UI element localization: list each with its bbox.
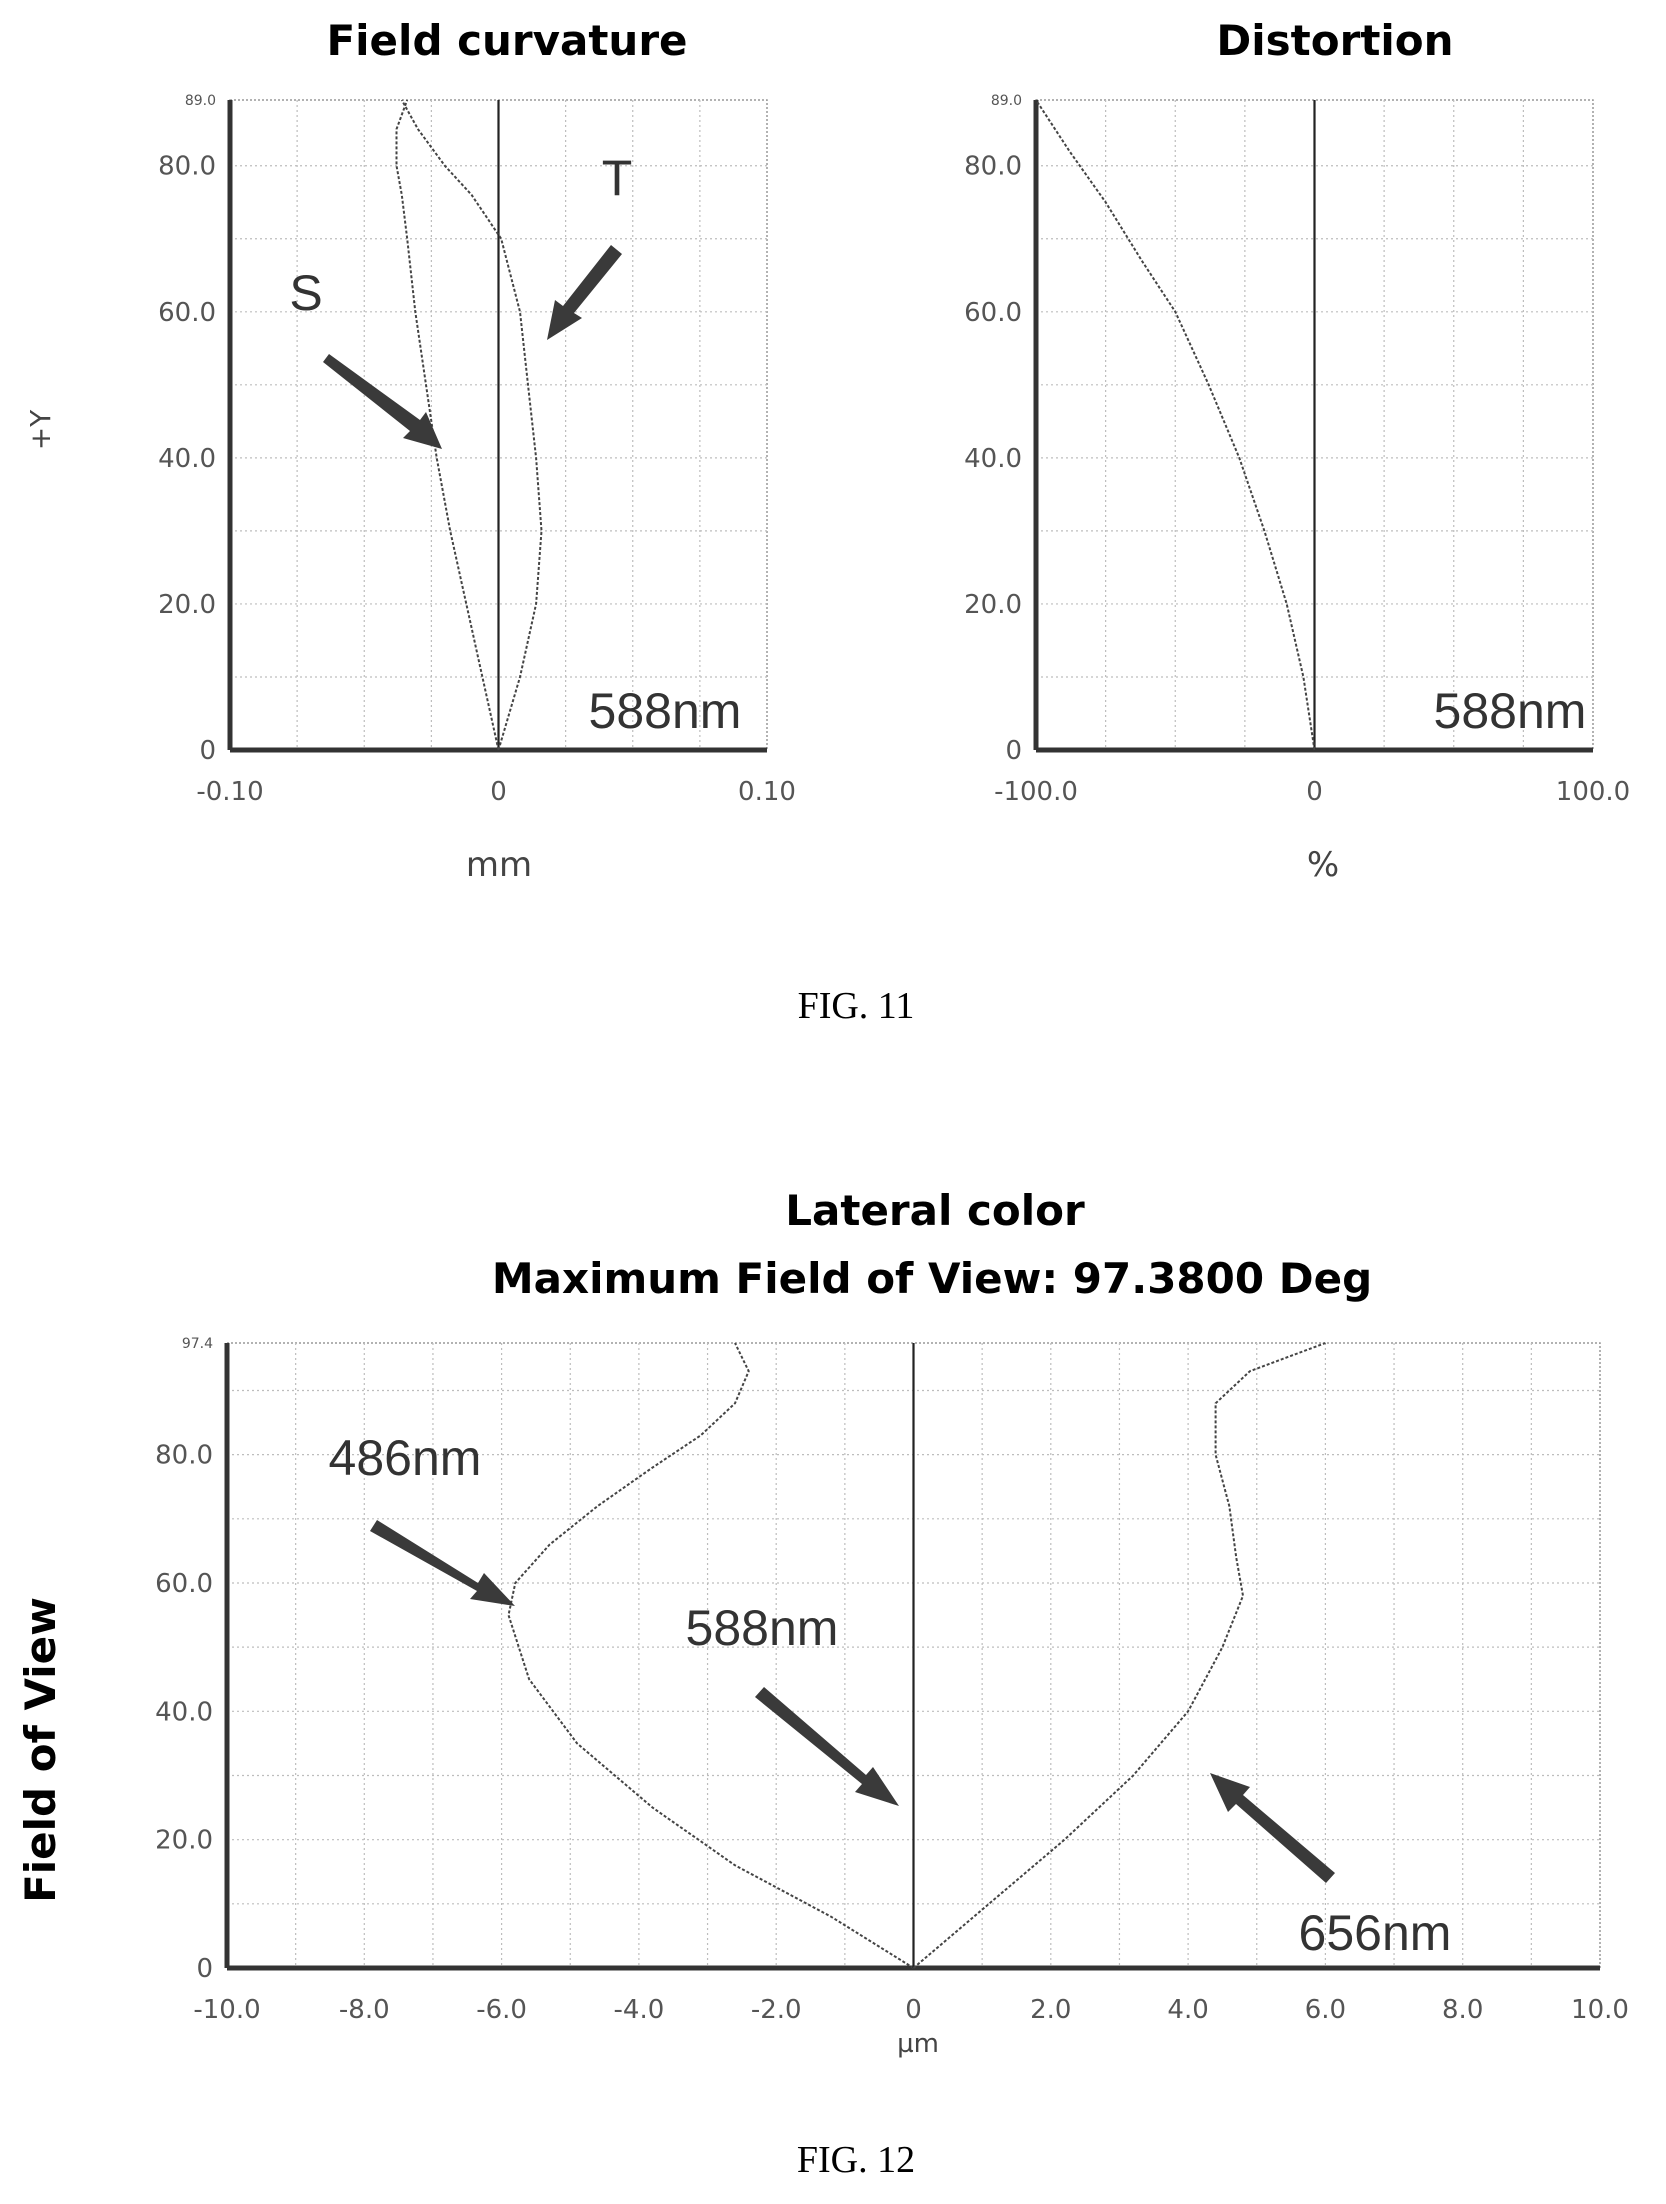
arrow-t — [547, 245, 622, 340]
x-tick-label: 0 — [490, 777, 507, 807]
figure-caption-11: FIG. 11 — [798, 985, 915, 1027]
x-tick-label: -8.0 — [339, 1995, 390, 2025]
x-tick-label: 0 — [1306, 777, 1323, 807]
label-588nm: 588nm — [686, 1600, 839, 1656]
x-tick-label: 6.0 — [1305, 1995, 1346, 2025]
series-line-s — [395, 99, 500, 751]
x-tick-label: -4.0 — [614, 1995, 665, 2025]
y-tick-label: 60.0 — [964, 298, 1022, 328]
x-tick-label: 8.0 — [1442, 1995, 1483, 2025]
y-tick-label: 0 — [1005, 736, 1022, 766]
series-group — [395, 99, 543, 751]
y-tick-label: 89.0 — [185, 93, 216, 109]
x-tick-label: -2.0 — [751, 1995, 802, 2025]
x-tick-label: -6.0 — [476, 1995, 527, 2025]
arrow-588nm — [755, 1687, 899, 1806]
x-axis-label: mm — [466, 845, 532, 885]
tick-labels: -10.0 -8.0 -6.0 -4.0 -2.0 0 2.0 4.0 6.0 8.0 10.0 0 2… — [155, 1336, 1629, 2025]
figure-caption-12: FIG. 12 — [797, 2139, 915, 2181]
y-tick-label: 0 — [199, 736, 216, 766]
chart-title: Distortion — [1216, 16, 1453, 65]
y-tick-label: 80.0 — [155, 1441, 213, 1471]
y-tick-label: 20.0 — [158, 590, 216, 620]
y-axis-label: Field of View — [16, 1597, 65, 1903]
series-line-656nm — [912, 1342, 1326, 1969]
x-tick-label: 4.0 — [1167, 1995, 1208, 2025]
grid — [1033, 99, 1594, 753]
series-line-t — [400, 99, 543, 751]
chart-title: Field curvature — [326, 16, 687, 65]
arrow-656nm — [1210, 1773, 1335, 1883]
label-656nm: 656nm — [1299, 1905, 1452, 1961]
tick-labels: -100.0 0 100.0 0 20.0 40.0 60.0 80.0 89.0 — [964, 93, 1630, 807]
series-group — [507, 1342, 1326, 1969]
annotation-t: T — [602, 150, 633, 206]
y-tick-label: 97.4 — [182, 1336, 213, 1352]
x-axis-label: µm — [897, 2029, 939, 2059]
grid — [227, 99, 768, 753]
x-tick-label: 0.10 — [738, 777, 796, 807]
y-axis-label: +Y — [24, 409, 57, 450]
y-tick-label: 80.0 — [964, 152, 1022, 182]
y-tick-label: 40.0 — [964, 444, 1022, 474]
y-tick-label: 20.0 — [964, 590, 1022, 620]
y-tick-label: 40.0 — [155, 1697, 213, 1727]
wavelength-label: 588nm — [1434, 683, 1587, 739]
y-tick-label: 89.0 — [991, 93, 1022, 109]
lateral-color-chart: Lateral color Maximum Field of View: 97.… — [16, 1186, 1629, 2059]
x-tick-label: -100.0 — [994, 777, 1078, 807]
chart-subtitle: Maximum Field of View: 97.3800 Deg — [492, 1254, 1372, 1303]
label-486nm: 486nm — [329, 1430, 482, 1486]
y-tick-label: 80.0 — [158, 152, 216, 182]
wavelength-label: 588nm — [589, 683, 742, 739]
series-group — [1035, 99, 1316, 751]
x-tick-label: 10.0 — [1571, 1995, 1629, 2025]
series-line-0 — [1035, 99, 1316, 751]
annotation-s: S — [289, 265, 322, 321]
x-tick-label: 2.0 — [1030, 1995, 1071, 2025]
x-tick-label: 0 — [905, 1995, 922, 2025]
tick-labels: -0.10 0 0.10 0 20.0 40.0 60.0 80.0 89.0 — [158, 93, 796, 807]
x-tick-label: -10.0 — [193, 1995, 260, 2025]
y-tick-label: 60.0 — [155, 1569, 213, 1599]
field-curvature-chart: Field curvature -0.10 0 0.10 0 20.0 40.0 60.0 8… — [24, 16, 796, 885]
x-axis-label: % — [1307, 845, 1339, 885]
distortion-chart: Distortion -100.0 0 100.0 0 20.0 40.0 60.0 80.0… — [964, 16, 1630, 885]
x-tick-label: -0.10 — [196, 777, 263, 807]
y-tick-label: 0 — [196, 1954, 213, 1984]
y-tick-label: 60.0 — [158, 298, 216, 328]
arrow-s — [323, 354, 442, 449]
arrow-486nm — [370, 1520, 515, 1606]
y-tick-label: 40.0 — [158, 444, 216, 474]
y-tick-label: 20.0 — [155, 1826, 213, 1856]
chart-title: Lateral color — [785, 1186, 1085, 1235]
x-tick-label: 100.0 — [1556, 777, 1630, 807]
series-line-486nm — [507, 1342, 915, 1969]
